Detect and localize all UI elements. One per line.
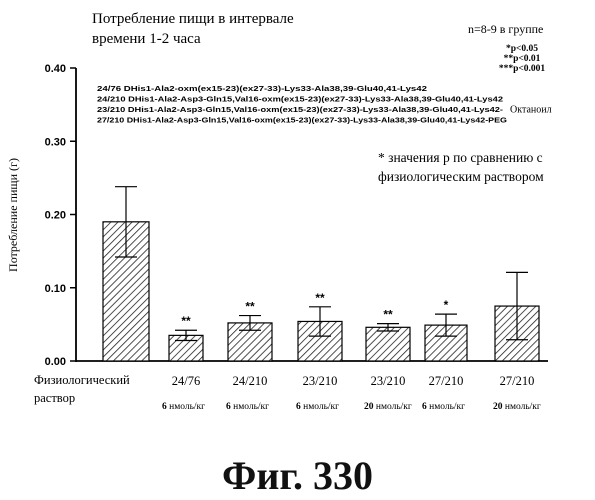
- chart-title-line: времени 1-2 часа: [92, 31, 201, 47]
- significance-marker: **: [245, 300, 255, 314]
- significance-marker: **: [181, 314, 191, 328]
- chart: Потребление пищи в интервале времени 1-2 …: [0, 0, 595, 450]
- dose-label: 6 нмоль/кг: [422, 402, 465, 412]
- compound-legend-entry: 24/76 DHis1-Ala2-oxm(ex15-23)(ex27-33)-L…: [97, 84, 427, 93]
- y-axis-label: Потребление пищи (г): [6, 158, 20, 272]
- x-tick-label: 27/210: [429, 374, 464, 388]
- significance-legend: *p<0.05**p<0.01***p<0.001: [499, 44, 546, 74]
- compound-legend-entry: 24/210 DHis1-Ala2-Asp3-Gln15,Val16-oxm(e…: [97, 95, 503, 104]
- dose-label: 6 нмоль/кг: [296, 402, 339, 412]
- dose-label: 6 нмоль/кг: [226, 402, 269, 412]
- significance-annotation: * значения p по сравнению с физиологическ…: [378, 150, 544, 184]
- significance-marker: **: [315, 291, 325, 305]
- annotation-line: физиологическим раствором: [378, 169, 544, 184]
- x-tick-label: 23/210: [303, 374, 338, 388]
- bars: *********: [103, 187, 539, 361]
- x-tick-label: 27/210: [500, 374, 535, 388]
- y-tick-label: 0.00: [45, 356, 66, 368]
- compound-legend-entry: 23/210 DHis1-Ala2-Asp3-Gln15,Val16-oxm(e…: [97, 105, 504, 114]
- dose-label: 20 нмоль/кг: [364, 402, 412, 412]
- x-tick-label: 24/76: [172, 374, 200, 388]
- significance-marker: *: [444, 298, 449, 312]
- y-tick-label: 0.10: [45, 283, 66, 295]
- significance-marker: **: [383, 308, 393, 322]
- y-ticks: 0.00 0.10 0.20 0.30 0.40: [45, 63, 76, 368]
- bar: [366, 327, 410, 361]
- annotation-line: * значения p по сравнению с: [378, 150, 543, 165]
- significance-legend-entry: *p<0.05: [506, 44, 538, 54]
- x-tick-label: 23/210: [371, 374, 406, 388]
- sample-size-text: n=8-9 в группе: [468, 22, 543, 36]
- dose-label: 6 нмоль/кг: [162, 402, 205, 412]
- y-tick-label: 0.20: [45, 210, 66, 222]
- chart-title: Потребление пищи в интервале времени 1-2 …: [92, 11, 294, 47]
- y-tick-label: 0.30: [45, 136, 66, 148]
- chart-title-line: Потребление пищи в интервале: [92, 11, 294, 27]
- figure-caption: Фиг. 330: [0, 452, 595, 499]
- x-tick-label: 24/210: [233, 374, 268, 388]
- compound-legend-entry: 27/210 DHis1-Ala2-Asp3-Gln15,Val16-oxm(e…: [97, 116, 507, 125]
- sample-size-note: n=8-9 в группе: [468, 22, 543, 36]
- x-tick-labels: Физиологический раствор 24/76 6 нмоль/кг 24/…: [34, 373, 541, 412]
- compound-legend: 24/76 DHis1-Ala2-oxm(ex15-23)(ex27-33)-L…: [97, 84, 552, 125]
- x-tick-label: раствор: [34, 391, 75, 405]
- y-tick-label: 0.40: [45, 63, 66, 75]
- compound-legend-suffix: Октаноил: [510, 105, 552, 116]
- significance-legend-entry: **p<0.01: [504, 54, 541, 64]
- dose-label: 20 нмоль/кг: [493, 402, 541, 412]
- x-tick-label: Физиологический: [34, 373, 130, 387]
- significance-legend-entry: ***p<0.001: [499, 64, 546, 74]
